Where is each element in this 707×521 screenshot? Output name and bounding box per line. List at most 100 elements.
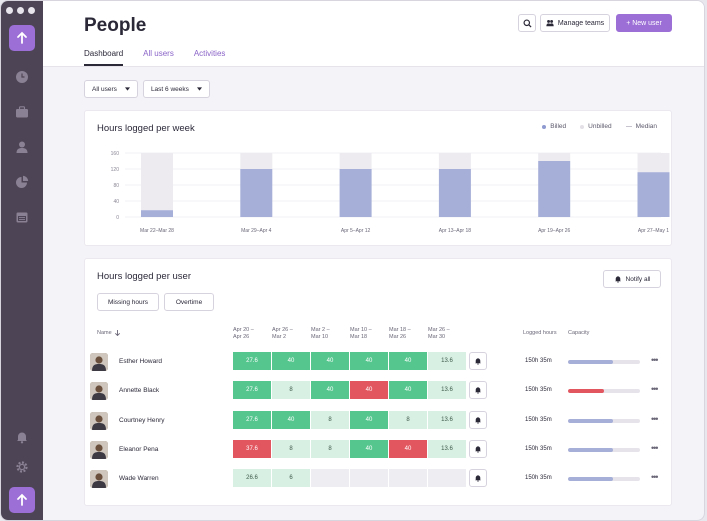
week-4-header: Mar 10 – Mar 18 <box>350 327 372 340</box>
hours-cell[interactable]: 27.6 <box>233 410 271 429</box>
bar-unbilled[interactable] <box>637 153 670 173</box>
bar-billed[interactable] <box>141 210 173 217</box>
hours-cell[interactable]: 27.6 <box>233 352 271 370</box>
capacity-bar <box>568 447 640 452</box>
hours-cell[interactable]: 13.6 <box>428 439 466 458</box>
gear-icon[interactable] <box>13 458 31 476</box>
hours-cell[interactable]: 8 <box>311 439 349 458</box>
search-button[interactable] <box>518 14 536 32</box>
bar-unbilled[interactable] <box>438 153 471 169</box>
hours-cell[interactable] <box>389 469 427 488</box>
hours-cell[interactable]: 40 <box>350 439 388 458</box>
calendar-icon[interactable] <box>13 208 31 226</box>
tab-activities[interactable]: Activities <box>193 49 226 58</box>
user-name[interactable]: Wade Warren <box>119 475 159 483</box>
more-options-icon[interactable]: ••• <box>651 355 659 365</box>
hours-cell[interactable]: 8 <box>389 410 427 429</box>
close-window-dot[interactable] <box>6 7 13 14</box>
person-icon[interactable] <box>13 138 31 156</box>
hours-cell[interactable]: 40 <box>311 381 349 400</box>
bar-billed[interactable] <box>538 161 571 217</box>
bar-billed[interactable] <box>438 169 471 217</box>
name-column-header[interactable]: Name <box>97 330 120 337</box>
hours-cell[interactable]: 40 <box>311 352 349 370</box>
notify-user-button[interactable] <box>469 410 487 429</box>
x-tick-label: Mar 22–Mar 28 <box>140 228 174 234</box>
tab-all-users[interactable]: All users <box>143 49 174 58</box>
minimize-window-dot[interactable] <box>17 7 24 14</box>
bell-icon[interactable] <box>13 428 31 446</box>
user-name[interactable]: Esther Howard <box>119 358 162 365</box>
hours-cell[interactable]: 40 <box>272 352 310 370</box>
maximize-window-dot[interactable] <box>28 7 35 14</box>
hours-cell[interactable]: 40 <box>350 352 388 370</box>
table-row[interactable]: Eleanor Pena 37.6 8 8 40 40 13.6 150h 35m ••• <box>85 437 671 466</box>
users-select[interactable]: All users <box>84 80 138 98</box>
app-logo-icon[interactable] <box>9 25 35 51</box>
y-tick-label: 80 <box>113 183 119 189</box>
hours-cell[interactable]: 6 <box>272 469 310 488</box>
notify-user-button[interactable] <box>469 381 487 400</box>
pie-chart-icon[interactable] <box>13 173 31 191</box>
hours-cell[interactable]: 8 <box>272 381 310 400</box>
hours-cell[interactable] <box>428 469 466 488</box>
user-name[interactable]: Courtney Henry <box>119 416 165 424</box>
overtime-button[interactable]: Overtime <box>164 293 214 311</box>
weekly-bar-chart: 0 40 80 120 160 Mar 22–Mar 28 Mar 29–Apr 4 Apr … <box>111 151 670 234</box>
hours-cell[interactable]: 37.6 <box>233 439 271 458</box>
bar-unbilled[interactable] <box>240 153 273 169</box>
more-options-icon[interactable]: ••• <box>651 442 659 453</box>
app-logo-bottom-icon[interactable] <box>9 487 35 513</box>
bar-billed[interactable] <box>637 172 670 217</box>
table-row[interactable]: Courtney Henry 27.6 40 8 40 8 13.6 150h 35m ••… <box>85 408 671 437</box>
more-options-icon[interactable]: ••• <box>651 413 659 424</box>
hours-cell[interactable]: 40 <box>389 439 427 458</box>
hours-cell[interactable]: 40 <box>389 352 427 370</box>
briefcase-icon[interactable] <box>13 103 31 121</box>
users-select-value: All users <box>92 85 117 93</box>
new-user-button[interactable]: + New user <box>616 14 672 32</box>
missing-hours-button[interactable]: Missing hours <box>97 293 159 311</box>
user-name[interactable]: Annette Black <box>119 387 160 395</box>
clock-icon[interactable] <box>13 68 31 86</box>
avatar <box>90 411 108 430</box>
table-row[interactable]: Wade Warren 26.6 6 150h 35m ••• <box>85 466 671 495</box>
period-select[interactable]: Last 6 weeks <box>142 80 210 98</box>
x-tick-label: Mar 29–Apr 4 <box>241 228 272 234</box>
hours-cell[interactable]: 40 <box>350 410 388 429</box>
hours-cell[interactable]: 8 <box>272 439 310 458</box>
chevron-down-icon <box>124 87 130 91</box>
more-options-icon[interactable]: ••• <box>651 384 659 395</box>
notify-user-button[interactable] <box>469 469 487 488</box>
page-header <box>43 1 704 67</box>
hours-cell[interactable]: 40 <box>272 410 310 429</box>
hours-cell[interactable]: 26.6 <box>233 469 271 488</box>
hours-cell[interactable]: 40 <box>350 381 388 400</box>
notify-all-button[interactable]: Notify all <box>603 270 661 288</box>
notify-user-button[interactable] <box>469 352 487 370</box>
hours-cell[interactable]: 13.6 <box>428 352 466 370</box>
x-tick-label: Apr 19–Apr 26 <box>538 228 570 234</box>
x-tick-label: Apr 5–Apr 12 <box>341 228 371 234</box>
window-controls <box>6 7 35 14</box>
user-name[interactable]: Eleanor Pena <box>119 445 159 453</box>
bell-icon <box>614 276 621 283</box>
hours-cell[interactable] <box>350 469 388 488</box>
tab-dashboard[interactable]: Dashboard <box>84 49 124 66</box>
table-row[interactable]: Esther Howard 27.6 40 40 40 40 13.6 150h 35m •… <box>85 349 671 378</box>
bar-billed[interactable] <box>240 169 273 217</box>
hours-cell[interactable]: 13.6 <box>428 410 466 429</box>
bar-unbilled[interactable] <box>141 153 173 211</box>
bar-unbilled[interactable] <box>339 153 372 169</box>
bar-billed[interactable] <box>339 169 372 217</box>
manage-teams-button[interactable]: Manage teams <box>540 14 610 32</box>
bar-unbilled[interactable] <box>538 153 571 161</box>
hours-cell[interactable]: 40 <box>389 381 427 400</box>
hours-cell[interactable]: 8 <box>311 410 349 429</box>
notify-user-button[interactable] <box>469 439 487 458</box>
hours-cell[interactable] <box>311 469 349 488</box>
hours-cell[interactable]: 27.6 <box>233 381 271 400</box>
table-row[interactable]: Annette Black 27.6 8 40 40 40 13.6 150h 35m ••… <box>85 378 671 407</box>
hours-cell[interactable]: 13.6 <box>428 381 466 400</box>
more-options-icon[interactable]: ••• <box>651 472 659 483</box>
